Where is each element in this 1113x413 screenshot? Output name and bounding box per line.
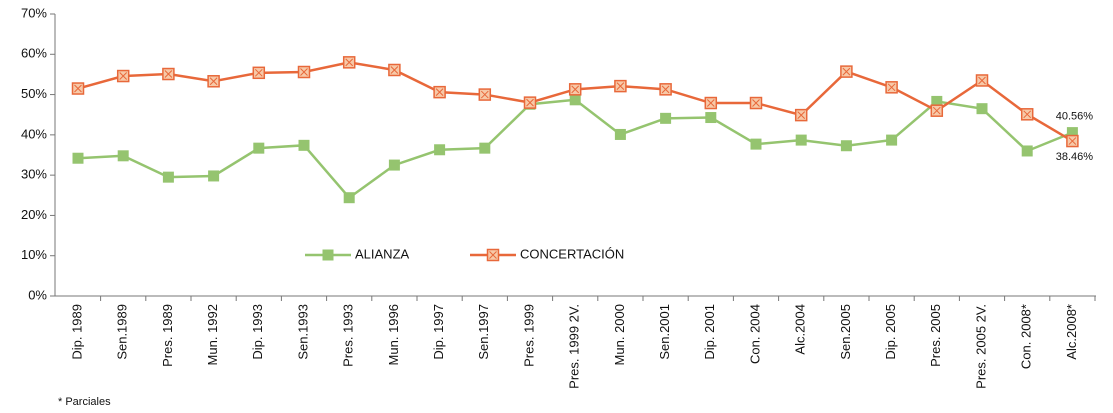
- marker: [569, 94, 581, 106]
- x-tick-label: Pres. 1989: [160, 304, 175, 367]
- marker-x: [571, 85, 580, 94]
- marker: [388, 159, 400, 171]
- marker-x: [254, 68, 263, 77]
- marker: [298, 139, 310, 151]
- marker: [434, 144, 446, 156]
- y-tick-label: 0%: [28, 287, 47, 302]
- x-tick-label: Dip. 1993: [250, 304, 265, 360]
- x-tick-label: Dip. 1989: [69, 304, 84, 360]
- marker: [614, 128, 626, 140]
- x-tick-label: Sen.2005: [838, 304, 853, 360]
- marker: [840, 140, 852, 152]
- marker: [660, 112, 672, 124]
- marker-x: [209, 77, 218, 86]
- marker-x: [1023, 110, 1032, 119]
- marker: [72, 152, 84, 164]
- y-tick-label: 50%: [21, 86, 47, 101]
- marker: [750, 138, 762, 150]
- marker-x: [797, 111, 806, 119]
- x-tick-label: Dip. 1997: [431, 304, 446, 360]
- y-tick-label: 60%: [21, 46, 47, 61]
- marker: [253, 142, 265, 154]
- marker: [795, 134, 807, 146]
- marker: [322, 249, 334, 261]
- marker-x: [1068, 137, 1077, 145]
- x-tick-label: Sen.1993: [295, 304, 310, 360]
- x-tick-label: Alc.2008*: [1064, 304, 1079, 360]
- marker-x: [526, 98, 534, 107]
- x-tick-label: Mun. 1992: [205, 304, 220, 365]
- value-label: 40.56%: [1056, 111, 1094, 123]
- marker-x: [489, 251, 497, 259]
- marker-x: [706, 99, 715, 107]
- marker: [705, 112, 717, 124]
- marker-x: [661, 85, 670, 94]
- x-tick-label: Dip. 2005: [883, 304, 898, 360]
- x-tick-label: Sen.1989: [115, 304, 130, 360]
- x-tick-label: Pres. 1999: [521, 304, 536, 367]
- marker-x: [842, 67, 851, 76]
- marker-x: [74, 84, 82, 93]
- x-tick-label: Dip. 2001: [702, 304, 717, 360]
- y-tick-label: 10%: [21, 247, 47, 262]
- footnote: * Parciales: [58, 396, 111, 408]
- legend-label: ALIANZA: [355, 246, 410, 261]
- x-tick-label: Pres. 2005: [928, 304, 943, 367]
- marker-x: [616, 82, 625, 90]
- y-tick-label: 30%: [21, 167, 47, 182]
- legend-label: CONCERTACIÓN: [520, 246, 624, 261]
- series-line: [77, 98, 1073, 200]
- x-tick-label: Alc.2004: [793, 304, 808, 355]
- y-tick-label: 70%: [21, 5, 47, 20]
- y-tick-label: 40%: [21, 126, 47, 141]
- x-tick-label: Con. 2004: [747, 304, 762, 364]
- marker-x: [752, 99, 760, 107]
- marker-x: [164, 70, 173, 78]
- marker: [343, 192, 355, 204]
- marker: [117, 150, 129, 162]
- x-tick-label: Pres. 1999 2V.: [567, 304, 582, 389]
- marker: [1021, 145, 1033, 157]
- x-tick-label: Sen.2001: [657, 304, 672, 360]
- x-tick-label: Pres. 1993: [341, 304, 356, 367]
- marker: [976, 103, 988, 115]
- marker-x: [932, 106, 941, 115]
- marker-x: [300, 68, 308, 76]
- x-tick-label: Sen.1997: [476, 304, 491, 360]
- x-tick-label: Mun. 1996: [386, 304, 401, 365]
- marker-x: [480, 90, 489, 99]
- marker: [931, 95, 943, 107]
- x-tick-label: Con. 2008*: [1019, 304, 1034, 369]
- marker-x: [119, 72, 128, 80]
- marker-x: [345, 58, 354, 67]
- marker-x: [390, 66, 399, 74]
- marker: [162, 171, 174, 183]
- value-label: 38.46%: [1056, 151, 1094, 163]
- marker: [479, 142, 491, 154]
- x-tick-label: Mun. 2000: [612, 304, 627, 365]
- marker: [886, 134, 898, 146]
- marker: [1066, 127, 1078, 139]
- marker-x: [435, 88, 444, 97]
- y-tick-label: 20%: [21, 207, 47, 222]
- marker: [208, 170, 220, 182]
- marker-x: [978, 76, 986, 85]
- marker-x: [887, 83, 896, 92]
- x-tick-label: Pres. 2005 2V.: [973, 304, 988, 389]
